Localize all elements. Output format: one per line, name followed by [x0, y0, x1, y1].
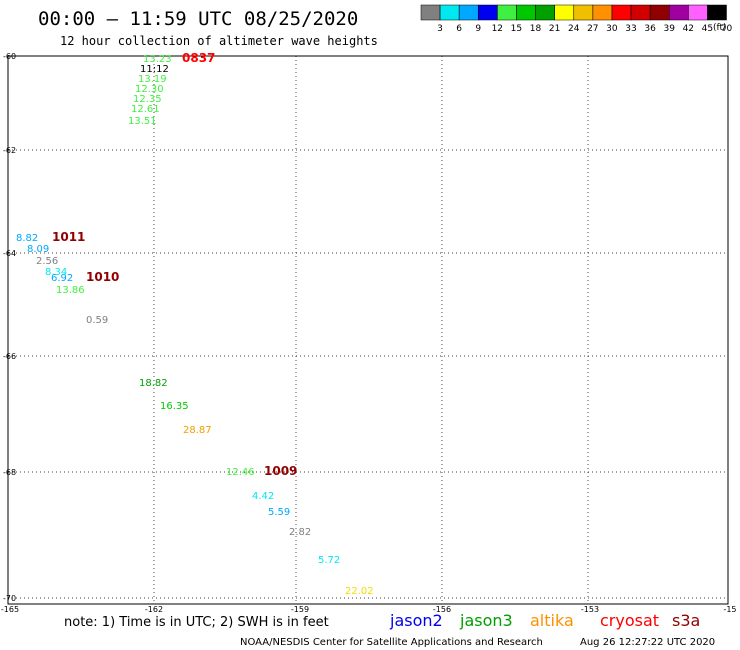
observation-value: 12.61: [131, 104, 160, 115]
lon-label: -165: [1, 605, 19, 614]
observation-value: 0.59: [86, 315, 108, 326]
observation-value: 5.72: [318, 555, 340, 566]
legend-label: 9: [475, 24, 481, 34]
legend-label: 70: [721, 24, 733, 34]
observation-value: 28.87: [183, 425, 212, 436]
lon-label: -15: [723, 605, 736, 614]
observation-value: 11:12: [140, 64, 169, 75]
legend-label: 3: [437, 24, 443, 34]
lon-label: -153: [581, 605, 599, 614]
legend-swatch: [554, 4, 574, 21]
observation-time: 1011: [52, 230, 85, 244]
legend-unit: (ft): [713, 23, 727, 33]
legend-swatch: [535, 4, 555, 21]
plot-frame: [7, 55, 729, 605]
map-title: 00:00 – 11:59 UTC 08/25/2020: [38, 8, 358, 30]
observation-time: 1009: [264, 464, 297, 478]
observation-time: 0837: [182, 51, 215, 65]
legend-label: 36: [644, 24, 656, 34]
satellite-name: cryosat: [600, 611, 659, 630]
observation-time: 1010: [86, 270, 119, 284]
graticule: [8, 56, 728, 604]
legend-swatch: [478, 4, 498, 21]
legend-label: 21: [549, 24, 560, 34]
legend-label: 24: [568, 24, 580, 34]
legend-label: 15: [511, 24, 522, 34]
color-legend: 3 6 9 12 15 18 21 24 27 30 33 36 39 42 45 70: [420, 4, 733, 34]
observation-value: 6.92: [51, 273, 73, 284]
observation-value: 2.56: [36, 256, 58, 267]
legend-swatch: [573, 4, 594, 21]
legend-swatch: [516, 4, 536, 21]
map-subtitle: 12 hour collection of altimeter wave hei…: [60, 34, 378, 48]
footer-note: note: 1) Time is in UTC; 2) SWH is in fe…: [64, 615, 329, 630]
satellite-name: s3a: [672, 611, 700, 630]
legend-label: 18: [530, 24, 542, 34]
observation-value: 8.82: [16, 233, 38, 244]
legend-label: 42: [683, 24, 694, 34]
observation-value: 13.23: [143, 54, 172, 65]
legend-swatch: [688, 4, 708, 21]
legend-swatch: [707, 4, 727, 21]
observation-value: 2.82: [289, 527, 311, 538]
observation-value: 12.46: [226, 467, 255, 478]
observation-value: 22.02: [345, 586, 374, 597]
lat-label: -62: [3, 146, 16, 155]
observation-value: 13.19: [138, 74, 167, 85]
credit-line: NOAA/NESDIS Center for Satellite Applica…: [240, 637, 543, 648]
observation-value: 12.30: [135, 84, 164, 95]
legend-label: 33: [625, 24, 636, 34]
lon-label: -162: [145, 605, 163, 614]
observation-value: 8.09: [27, 244, 49, 255]
satellite-legend: jason2 jason3 altika cryosat s3a: [389, 611, 700, 630]
lat-label: -64: [3, 249, 16, 258]
satellite-name: altika: [530, 611, 574, 630]
legend-swatch: [630, 4, 651, 21]
legend-swatch: [439, 4, 460, 21]
legend-swatch: [458, 4, 479, 21]
lat-label: -70: [3, 594, 16, 603]
observation-value: 13.86: [56, 285, 85, 296]
legend-swatch: [669, 4, 689, 21]
observation-value: 8.34: [45, 267, 67, 278]
observation-value: 12.35: [133, 94, 162, 105]
satellite-name: jason3: [459, 611, 513, 630]
legend-swatch: [420, 4, 441, 21]
legend-label: 12: [492, 24, 503, 34]
legend-label: 39: [663, 24, 675, 34]
longitude-labels: -165 -162 -159 -156 -153 -15: [1, 605, 737, 614]
lon-label: -156: [433, 605, 451, 614]
observation-value: 13.51: [128, 116, 157, 127]
lat-label: -60: [3, 52, 16, 61]
observation-value: 18.82: [139, 378, 168, 389]
lon-label: -159: [291, 605, 309, 614]
legend-label: 27: [587, 24, 598, 34]
observation-value: 16.35: [160, 401, 189, 412]
legend-swatch: [649, 4, 670, 21]
legend-label: 6: [456, 24, 462, 34]
legend-swatch: [611, 4, 632, 21]
lat-label: -68: [3, 468, 16, 477]
timestamp: Aug 26 12:27:22 UTC 2020: [580, 637, 715, 648]
legend-label: 45: [702, 24, 713, 34]
observation-value: 5.59: [268, 507, 290, 518]
satellite-name: jason2: [389, 611, 443, 630]
legend-swatch: [592, 4, 613, 21]
legend-label: 30: [606, 24, 618, 34]
lat-label: -66: [3, 352, 16, 361]
legend-swatch: [497, 4, 517, 21]
latitude-labels: -60 -62 -64 -66 -68 -70: [3, 52, 16, 603]
observation-value: 4.42: [252, 491, 274, 502]
